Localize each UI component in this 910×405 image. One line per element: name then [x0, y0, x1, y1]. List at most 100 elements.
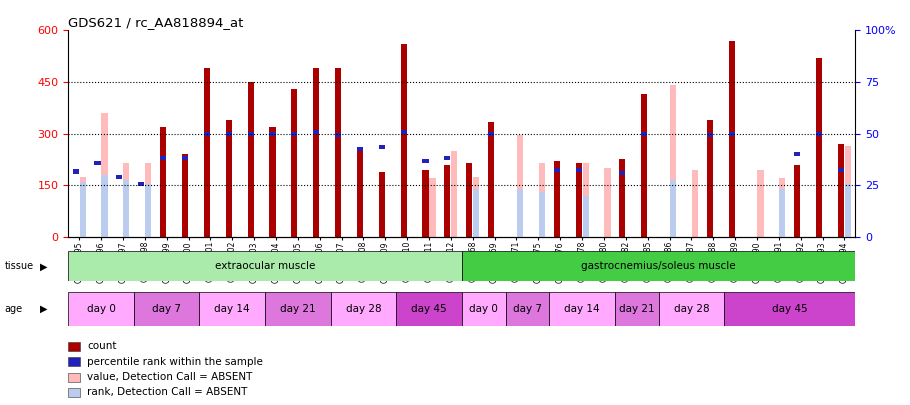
Bar [619, 171, 625, 175]
Bar [659, 292, 724, 326]
Bar [838, 144, 844, 237]
Bar [134, 292, 199, 326]
Bar [379, 145, 385, 149]
Bar [124, 163, 129, 237]
Text: ▶: ▶ [40, 304, 47, 314]
Bar [724, 292, 855, 326]
Text: percentile rank within the sample: percentile rank within the sample [87, 357, 263, 367]
Bar [422, 159, 429, 163]
Bar [269, 127, 276, 237]
Bar [73, 169, 79, 174]
Bar [430, 178, 436, 237]
Bar [461, 251, 855, 281]
Bar [473, 189, 480, 237]
Bar [517, 189, 523, 237]
Text: count: count [87, 341, 116, 351]
Text: day 7: day 7 [513, 304, 542, 314]
Bar [670, 85, 676, 237]
Bar [816, 132, 822, 136]
Text: day 0: day 0 [86, 304, 116, 314]
Bar [779, 178, 785, 237]
Text: day 14: day 14 [564, 304, 600, 314]
Bar [160, 127, 167, 237]
Bar [248, 132, 254, 136]
Bar [248, 82, 254, 237]
Bar [794, 152, 800, 156]
Bar [517, 135, 523, 237]
Bar [729, 41, 734, 237]
Bar [124, 180, 129, 237]
Bar [444, 156, 450, 160]
Bar [269, 132, 276, 136]
Bar [488, 132, 494, 136]
Bar [116, 175, 123, 179]
Bar [794, 164, 800, 237]
Bar [422, 170, 429, 237]
Bar [379, 172, 385, 237]
Text: GDS621 / rc_AA818894_at: GDS621 / rc_AA818894_at [68, 16, 244, 29]
Bar [615, 292, 659, 326]
Bar [670, 180, 676, 237]
Bar [553, 161, 560, 237]
Bar [444, 164, 450, 237]
Text: rank, Detection Call = ABSENT: rank, Detection Call = ABSENT [87, 388, 248, 397]
Bar [226, 132, 232, 136]
Bar [642, 132, 647, 136]
Bar [844, 183, 851, 237]
Bar [204, 68, 210, 237]
Bar [757, 170, 763, 237]
Bar [68, 292, 134, 326]
Bar [707, 133, 713, 137]
Text: value, Detection Call = ABSENT: value, Detection Call = ABSENT [87, 372, 253, 382]
Text: extraocular muscle: extraocular muscle [215, 261, 315, 271]
Text: day 7: day 7 [152, 304, 181, 314]
Bar [575, 168, 581, 172]
Bar [553, 168, 560, 172]
Bar [838, 168, 844, 172]
Bar [619, 160, 625, 237]
Bar [506, 292, 550, 326]
Bar [844, 146, 851, 237]
Bar [582, 163, 589, 237]
Bar [291, 132, 298, 136]
Bar [451, 151, 458, 237]
Text: ▶: ▶ [40, 262, 47, 271]
Text: day 21: day 21 [619, 304, 654, 314]
Text: day 45: day 45 [411, 304, 447, 314]
Bar [816, 58, 822, 237]
Bar [539, 192, 545, 237]
Bar [604, 168, 611, 237]
Text: tissue: tissue [5, 262, 34, 271]
Bar [102, 175, 107, 237]
Bar [729, 132, 734, 136]
Bar [265, 292, 330, 326]
Bar [146, 163, 151, 237]
Text: day 45: day 45 [772, 304, 807, 314]
Bar [357, 147, 363, 151]
Bar [466, 163, 472, 237]
Bar [313, 130, 319, 134]
Bar [146, 183, 151, 237]
Bar [68, 251, 461, 281]
Bar [396, 292, 461, 326]
Bar [779, 189, 785, 237]
Text: day 0: day 0 [470, 304, 498, 314]
Bar [160, 156, 167, 160]
Bar [692, 170, 698, 237]
Bar [473, 177, 480, 237]
Text: day 14: day 14 [215, 304, 250, 314]
Bar [335, 68, 341, 237]
Bar [182, 156, 188, 160]
Bar [582, 196, 589, 237]
Bar [488, 122, 494, 237]
Bar [707, 120, 713, 237]
Text: day 28: day 28 [673, 304, 709, 314]
Bar [313, 68, 319, 237]
Bar [138, 181, 145, 185]
Bar [642, 94, 647, 237]
Text: gastrocnemius/soleus muscle: gastrocnemius/soleus muscle [581, 261, 736, 271]
Bar [335, 133, 341, 137]
Bar [79, 182, 86, 237]
Bar [550, 292, 615, 326]
Bar [102, 113, 107, 237]
